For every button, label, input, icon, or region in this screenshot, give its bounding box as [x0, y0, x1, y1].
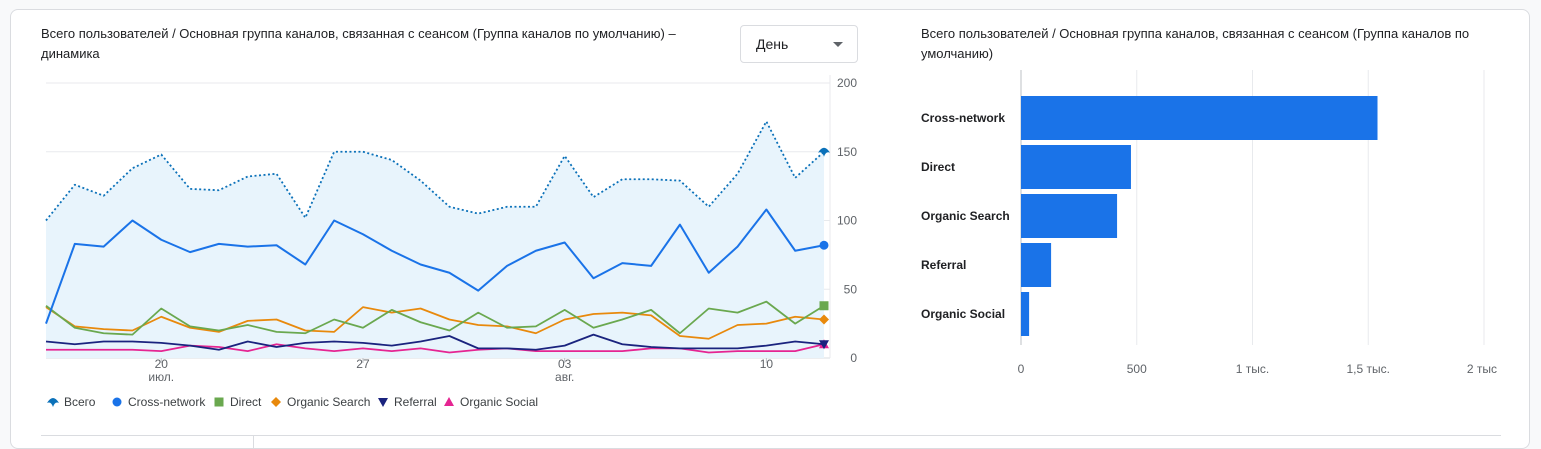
bar-category-label: Direct: [921, 160, 955, 174]
chevron-down-icon: [833, 42, 843, 47]
line-y-tick-label: 50: [844, 282, 858, 296]
bar-category-label: Cross-network: [921, 111, 1005, 125]
bar: [1021, 96, 1378, 140]
bar-x-tick-label: 0: [1018, 362, 1025, 376]
line-chart-title: Всего пользователей / Основная группа ка…: [41, 26, 676, 61]
legend-label: Direct: [230, 395, 262, 409]
bar-chart-title: Всего пользователей / Основная группа ка…: [921, 26, 1470, 61]
bar-x-tick-label: 1 тыс.: [1236, 362, 1269, 376]
series-end-marker-4: [819, 340, 829, 350]
table-divider: [41, 435, 1501, 436]
legend-label: Всего: [64, 395, 96, 409]
line-x-tick-label: 20: [155, 357, 169, 371]
granularity-dropdown[interactable]: День: [740, 25, 858, 63]
legend-label: Referral: [394, 395, 437, 409]
series-line-1: [45, 208, 825, 324]
legend-marker: [271, 397, 281, 407]
legend-label: Cross-network: [128, 395, 206, 409]
legend-marker: [112, 397, 122, 407]
line-y-tick-label: 200: [837, 76, 857, 90]
series-line-4: [45, 333, 825, 351]
bar-x-tick-label: 500: [1127, 362, 1147, 376]
line-x-tick-label: 27: [356, 357, 370, 371]
line-y-tick-label: 150: [837, 145, 857, 159]
legend-marker: [47, 398, 59, 407]
line-x-tick-sublabel: июл.: [148, 370, 174, 384]
bar: [1021, 145, 1131, 189]
series-end-marker-0: [818, 147, 830, 157]
line-x-tick-label: 10: [760, 357, 774, 371]
legend-label: Organic Search: [287, 395, 370, 409]
line-y-tick-label: 100: [837, 214, 857, 228]
bar-category-label: Referral: [921, 258, 966, 272]
legend-label: Organic Social: [460, 395, 538, 409]
line-x-tick-sublabel: авг.: [555, 370, 574, 384]
legend-marker: [214, 397, 224, 407]
bar: [1021, 194, 1118, 238]
series-line-5: [46, 343, 825, 354]
bar-category-label: Organic Search: [921, 209, 1010, 223]
series-end-marker-3: [819, 314, 829, 325]
bar: [1021, 243, 1052, 287]
legend-marker: [378, 398, 388, 407]
granularity-value: День: [756, 36, 789, 52]
line-x-tick-label: 03: [558, 357, 572, 371]
line-y-tick-label: 0: [850, 351, 857, 365]
series-line-3: [45, 306, 825, 340]
bar: [1021, 292, 1030, 336]
series-end-marker-2: [819, 301, 829, 311]
bar-category-label: Organic Social: [921, 307, 1005, 321]
series-end-marker-1: [819, 240, 829, 250]
bar-x-tick-label: 2 тыс: [1467, 362, 1497, 376]
series-line-2: [45, 300, 825, 336]
legend-marker: [444, 397, 454, 406]
series-area-total: [46, 121, 824, 358]
bar-x-tick-label: 1,5 тыс.: [1347, 362, 1390, 376]
